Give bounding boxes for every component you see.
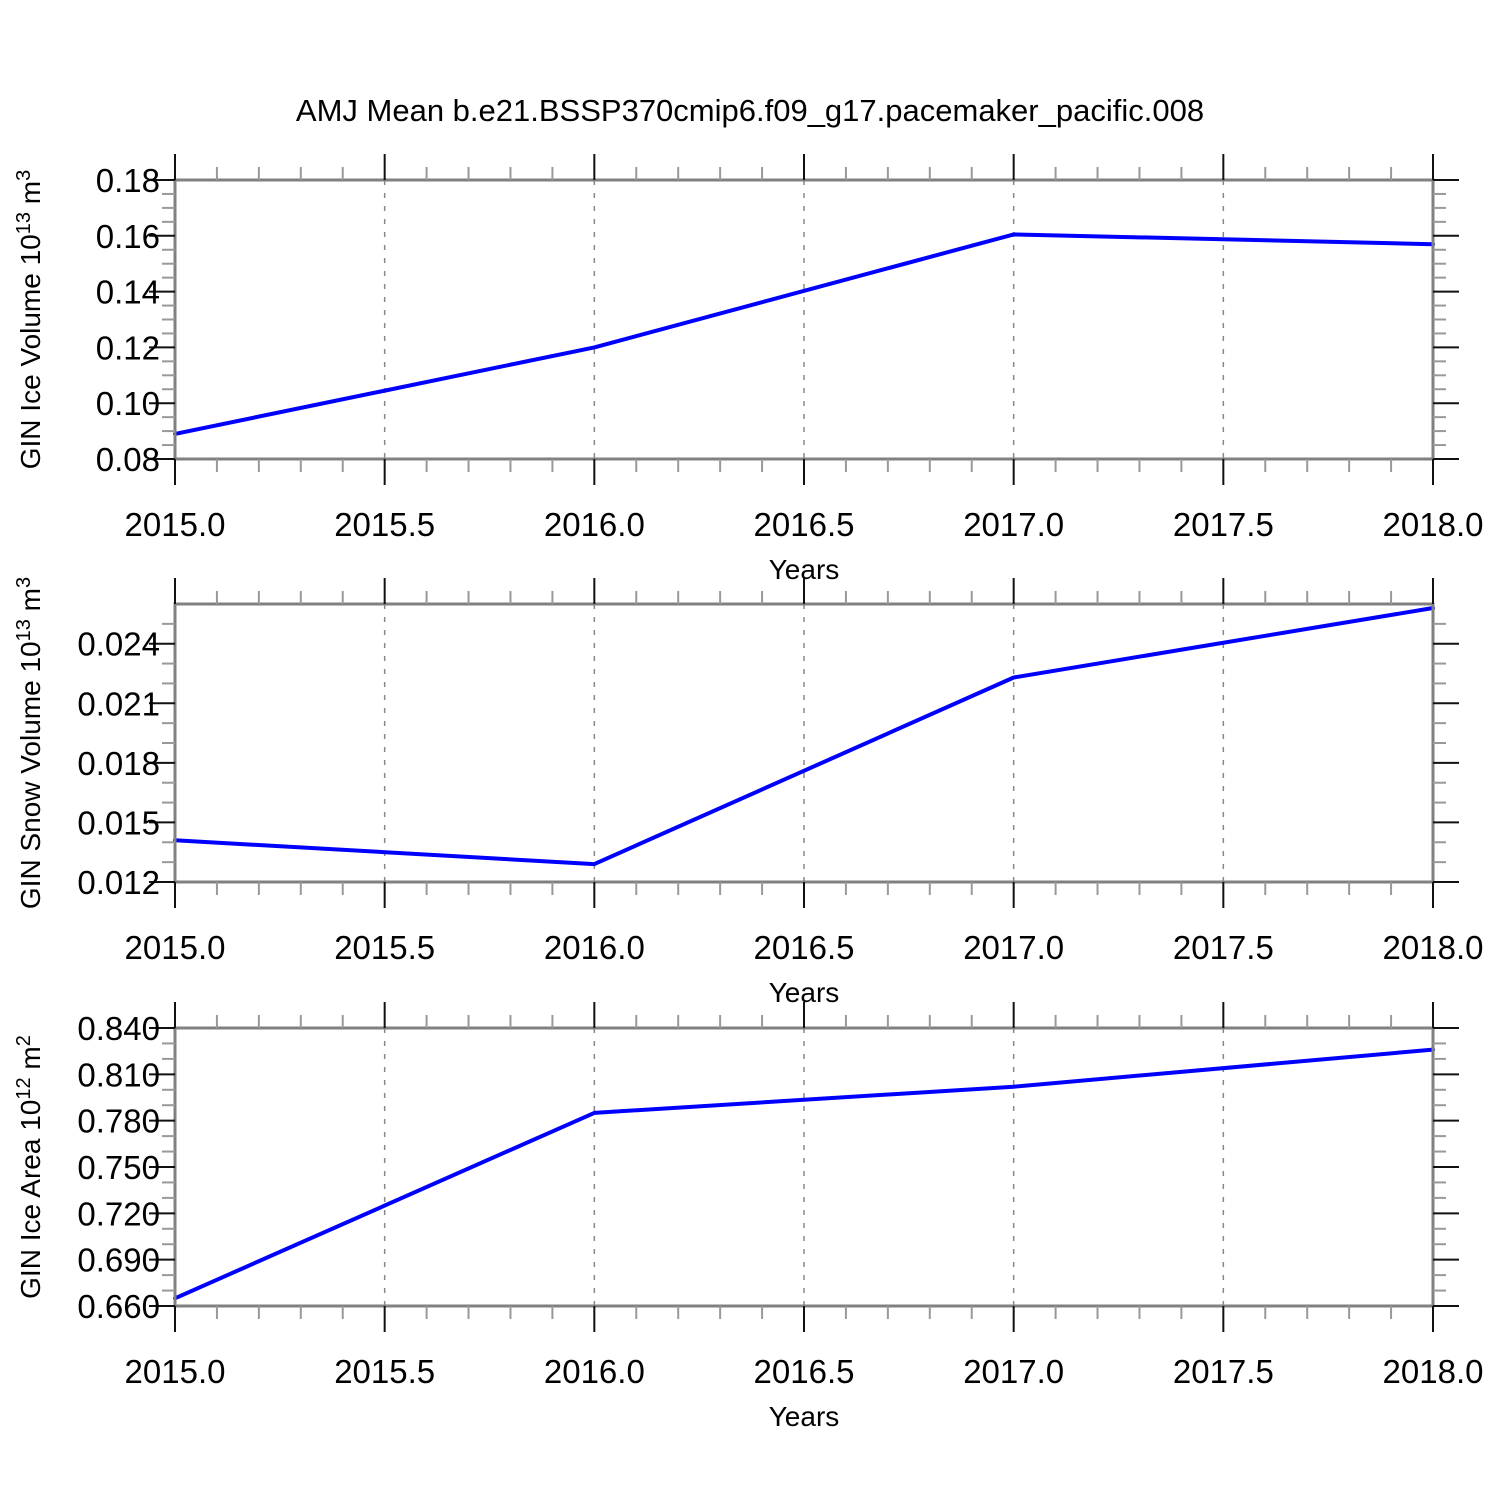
x-tick-label: 2017.5 (1173, 1353, 1274, 1390)
x-tick-label: 2015.0 (125, 506, 226, 543)
chart-gin-ice-area: 2015.0 2015.5 2016.0 2016.5 2017.0 2017.5 2018… (13, 1002, 1483, 1432)
y-axis-title-sup: 2 (13, 1035, 35, 1046)
plot-title: AMJ Mean b.e21.BSSP370cmip6.f09_g17.pace… (295, 93, 1205, 128)
y-axis-title: GIN Snow Volume 1013 m3 (13, 577, 46, 909)
x-tick-label: 2015.0 (125, 1353, 226, 1390)
y-axis-ticks (149, 179, 1459, 460)
y-axis-ticks (149, 622, 1459, 883)
y-tick-label: 0.16 (96, 218, 160, 255)
gridlines (383, 604, 1225, 882)
x-axis-ticks (174, 578, 1434, 908)
gridlines (383, 1028, 1225, 1306)
y-tick-label: 0.840 (77, 1010, 160, 1047)
x-axis-title: Years (769, 1401, 840, 1432)
x-axis-ticks (174, 1002, 1434, 1332)
x-tick-label: 2017.0 (963, 1353, 1064, 1390)
chart-gin-snow-volume: 2015.0 2015.5 2016.0 2016.5 2017.0 2017.5 2018… (13, 577, 1483, 1008)
y-axis-title-part: GIN Ice Volume 10 (15, 234, 46, 469)
y-axis-title-part: GIN Ice Area 10 (15, 1100, 46, 1299)
x-tick-label: 2017.0 (963, 506, 1064, 543)
x-tick-label: 2016.5 (754, 929, 855, 966)
x-tick-label: 2016.5 (754, 506, 855, 543)
data-line-gin-snow-volume (173, 606, 1435, 867)
y-axis-title-sup: 13 (13, 619, 35, 641)
y-axis-title-sup: 3 (13, 170, 35, 181)
y-axis-title: GIN Ice Area 1012 m2 (13, 1035, 46, 1299)
x-tick-label: 2017.0 (963, 929, 1064, 966)
x-tick-label: 2016.0 (544, 1353, 645, 1390)
x-tick-label: 2016.0 (544, 506, 645, 543)
y-axis-ticks (149, 1027, 1459, 1307)
y-tick-label: 0.810 (77, 1056, 160, 1093)
y-tick-label: 0.08 (96, 441, 160, 478)
y-tick-label: 0.720 (77, 1195, 160, 1232)
y-axis-title-sup: 3 (13, 577, 35, 588)
x-tick-label: 2015.5 (334, 1353, 435, 1390)
y-tick-label: 0.10 (96, 385, 160, 422)
y-tick-label: 0.018 (77, 745, 160, 782)
data-line-gin-ice-volume (173, 232, 1435, 436)
x-tick-labels: 2015.0 2015.5 2016.0 2016.5 2017.0 2017.5 2018… (125, 929, 1484, 966)
y-tick-label: 0.750 (77, 1149, 160, 1186)
x-tick-label: 2015.5 (334, 506, 435, 543)
y-axis-title-sup: 12 (13, 1077, 35, 1099)
y-axis-title-part: GIN Snow Volume 10 (15, 641, 46, 909)
y-axis-title-part: m (15, 181, 46, 212)
x-tick-label: 2015.5 (334, 929, 435, 966)
gridlines (383, 180, 1225, 459)
y-tick-label: 0.18 (96, 162, 160, 199)
y-tick-label: 0.021 (77, 685, 160, 722)
y-tick-labels: 0.024 0.021 0.018 0.015 0.012 (77, 626, 160, 901)
y-tick-label: 0.14 (96, 274, 160, 311)
x-tick-labels: 2015.0 2015.5 2016.0 2016.5 2017.0 2017.5 2018… (125, 1353, 1484, 1390)
y-tick-label: 0.660 (77, 1288, 160, 1325)
x-axis-ticks (174, 154, 1434, 485)
y-tick-labels: 0.18 0.16 0.14 0.12 0.10 0.08 (96, 162, 160, 478)
y-tick-label: 0.780 (77, 1103, 160, 1140)
x-tick-label: 2017.5 (1173, 506, 1274, 543)
x-tick-label: 2018.0 (1383, 929, 1484, 966)
x-tick-labels: 2015.0 2015.5 2016.0 2016.5 2017.0 2017.5 2018… (125, 506, 1484, 543)
y-tick-label: 0.012 (77, 864, 160, 901)
chart-gin-ice-volume: 2015.0 2015.5 2016.0 2016.5 2017.0 2017.5 2018… (13, 154, 1483, 585)
data-line-gin-ice-area (173, 1047, 1435, 1301)
x-tick-label: 2016.0 (544, 929, 645, 966)
x-tick-label: 2015.0 (125, 929, 226, 966)
y-tick-label: 0.015 (77, 804, 160, 841)
y-axis-title-part: m (15, 588, 46, 619)
x-tick-label: 2018.0 (1383, 506, 1484, 543)
x-tick-label: 2017.5 (1173, 929, 1274, 966)
y-axis-title-part: m (15, 1046, 46, 1077)
y-tick-labels: 0.840 0.810 0.780 0.750 0.720 0.690 0.660 (77, 1010, 160, 1325)
y-axis-title-sup: 13 (13, 212, 35, 234)
x-tick-label: 2018.0 (1383, 1353, 1484, 1390)
y-tick-label: 0.690 (77, 1242, 160, 1279)
y-tick-label: 0.12 (96, 329, 160, 366)
y-axis-title: GIN Ice Volume 1013 m3 (13, 170, 46, 470)
x-tick-label: 2016.5 (754, 1353, 855, 1390)
y-tick-label: 0.024 (77, 626, 160, 663)
